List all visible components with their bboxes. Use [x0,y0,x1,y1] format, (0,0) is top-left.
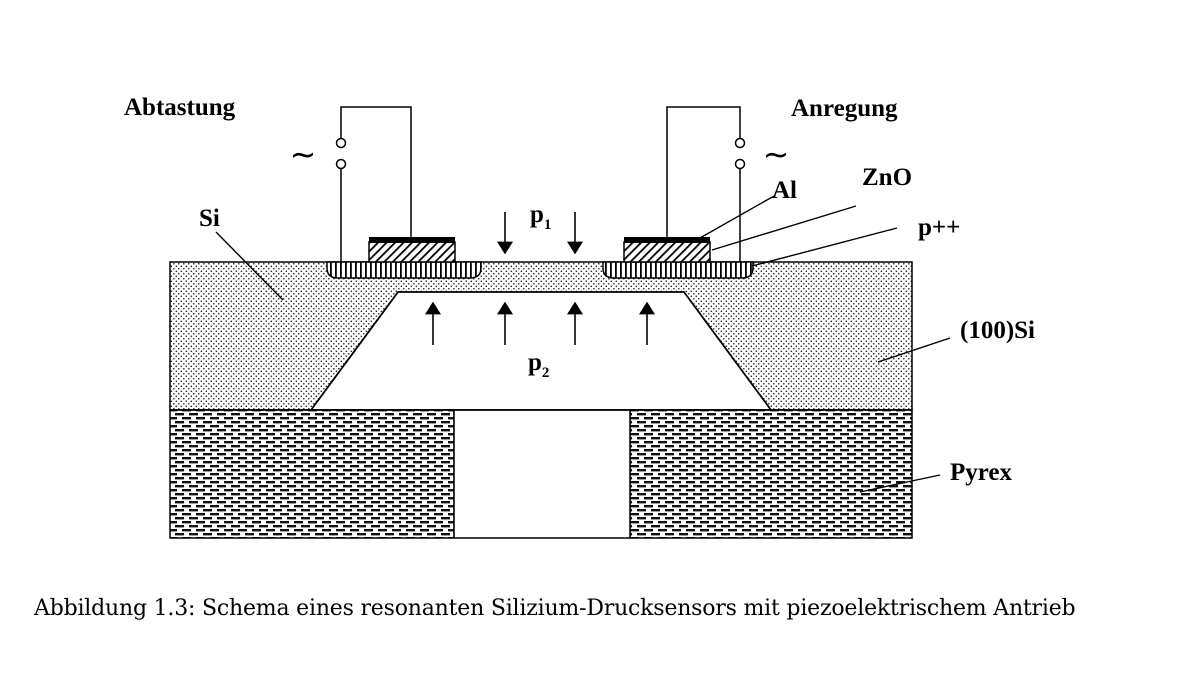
pyrex-right [629,409,913,539]
zno-right [623,241,711,263]
p-doped-right [602,261,754,279]
label-pyrex: Pyrex [950,459,1013,486]
p1-arrows [497,212,583,255]
label-p1-sub: 1 [544,217,552,233]
figure-caption: Abbildung 1.3: Schema eines resonanten S… [34,596,1076,621]
circuit-left [335,106,412,262]
al-left [369,237,455,243]
label-p1-main: p [530,201,544,228]
label-zno: ZnO [862,164,912,191]
label-p-doped: p++ [918,214,960,241]
pyrex-left [169,409,455,539]
label-abtastung: Abtastung [124,94,236,121]
label-100-si: (100)Si [960,317,1035,344]
label-p2: p2 [528,349,549,381]
label-si: Si [199,205,220,232]
label-al: Al [772,177,797,204]
ac-symbol-left: ~ [290,135,317,173]
label-anregung: Anregung [791,95,898,122]
label-p2-main: p [528,349,542,376]
zno-left [368,241,456,263]
ac-symbol-right: ~ [763,135,790,173]
label-p2-sub: 2 [542,365,550,381]
al-right [624,237,710,243]
leader-lines [215,195,951,493]
p2-arrows [425,301,655,345]
label-p1: p1 [530,201,551,233]
p-doped-left [326,261,482,279]
sensor-diagram: ~ ~ Abtastung Anregung Si Al ZnO p++ (10… [124,94,1035,539]
pyrex-opening [453,409,631,539]
